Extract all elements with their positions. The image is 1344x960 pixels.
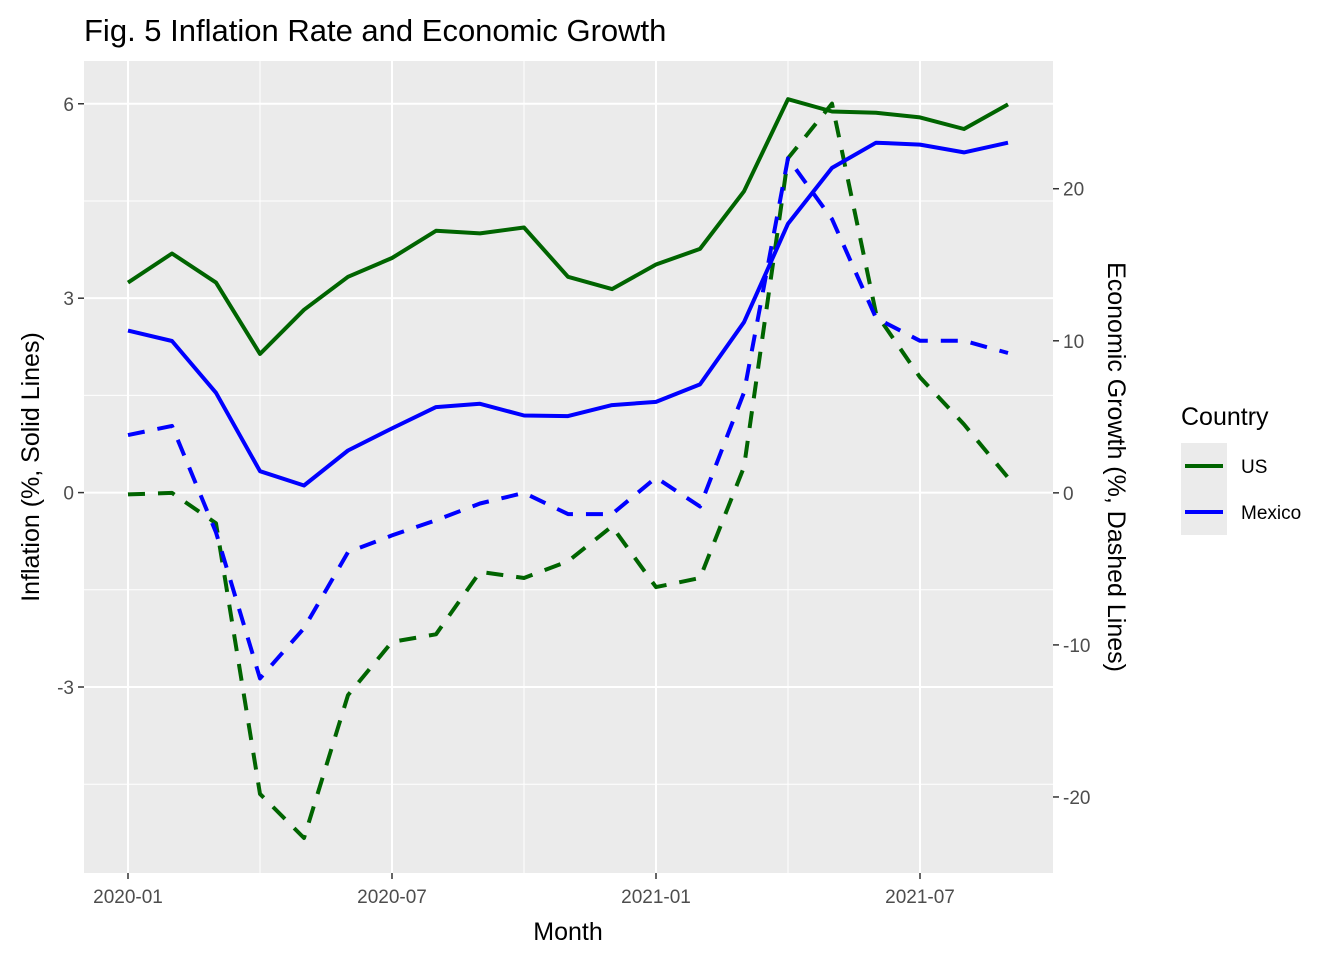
- legend: Country US Mexico: [1181, 403, 1301, 535]
- y-left-tick-label: -3: [57, 678, 74, 699]
- y-axis-left-title: Inflation (%, Solid Lines): [17, 332, 45, 602]
- y-left-tick-label: 6: [63, 95, 74, 116]
- legend-items: US Mexico: [1181, 443, 1301, 535]
- mexico-growth-line: [127, 156, 1009, 681]
- x-axis-title: Month: [533, 918, 602, 946]
- plot-panel: [84, 61, 1053, 873]
- y-right-tick-label: 0: [1063, 484, 1074, 505]
- legend-label-us: US: [1241, 457, 1267, 478]
- y-left-tick-label: 3: [63, 289, 74, 310]
- series-lines: [126, 97, 1010, 840]
- y-right-tick-label: -20: [1063, 788, 1090, 809]
- us-growth-line: [127, 101, 1010, 840]
- mexico-inflation-line: [127, 140, 1009, 488]
- us-inflation-line: [126, 97, 1009, 356]
- gridlines: [84, 61, 1053, 873]
- y-axis-right-title: Economic Growth (%, Dashed Lines): [1102, 262, 1130, 672]
- y-right-tick-label: 20: [1063, 180, 1084, 201]
- y-right-tick-label: 10: [1063, 332, 1084, 353]
- x-tick-label: 2021-07: [885, 887, 955, 908]
- x-tick-label: 2020-01: [93, 887, 163, 908]
- legend-title: Country: [1181, 403, 1269, 431]
- y-right-tick-label: -10: [1063, 636, 1090, 657]
- x-tick-label: 2020-07: [357, 887, 427, 908]
- axes: 2020-01 2020-07 2021-01 2021-07 -3 0 3 6 -20 -10 0…: [57, 95, 1090, 908]
- chart-title: Fig. 5 Inflation Rate and Economic Growt…: [84, 13, 666, 48]
- y-left-tick-label: 0: [63, 484, 74, 505]
- x-tick-label: 2021-01: [621, 887, 691, 908]
- legend-label-mexico: Mexico: [1241, 503, 1301, 524]
